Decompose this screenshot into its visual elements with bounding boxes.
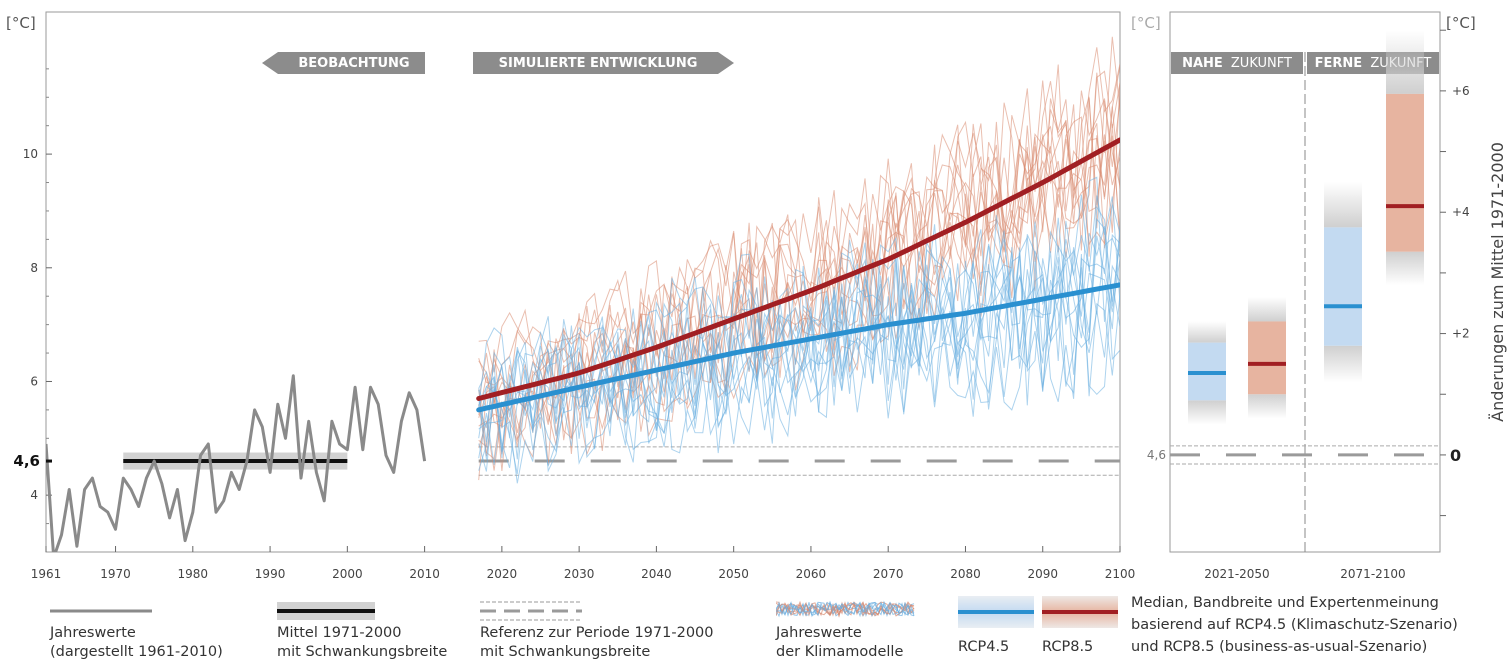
bandwidth-rcp45 — [1324, 227, 1362, 346]
expert-range-lower — [1386, 251, 1424, 286]
legend-models-2: der Klimamodelle — [776, 644, 904, 660]
x-tick-label: 2080 — [950, 567, 981, 581]
y-tick-label: 6 — [30, 374, 38, 388]
legend-reference-1: Referenz zur Periode 1971-2000 — [480, 625, 714, 641]
median-rcp45 — [476, 282, 1120, 413]
legend-observed-2: (dargestellt 1961-2010) — [50, 644, 223, 660]
main-unit-label: [°C] — [6, 14, 36, 32]
x-tick-label: 2070 — [873, 567, 904, 581]
legend-swatch-rcp85 — [1042, 596, 1118, 628]
median-rcp85 — [476, 137, 1120, 401]
model-line — [478, 218, 1120, 472]
legend-mean-2: mit Schwankungsbreite — [277, 644, 448, 660]
legend-rcp45-label: RCP4.5 — [958, 639, 1010, 655]
observed-series — [46, 374, 427, 552]
legend-mean-1: Mittel 1971-2000 — [277, 625, 402, 641]
legend-swatch-models — [776, 600, 915, 618]
expert-range-lower — [1188, 400, 1226, 425]
x-tick-label: 2000 — [332, 567, 363, 581]
model-line — [478, 66, 1120, 411]
main-plot-frame — [45, 11, 1121, 553]
legend-model-line — [776, 600, 915, 617]
median-curves — [476, 137, 1120, 413]
bandwidth-rcp85 — [1386, 93, 1424, 252]
expert-range-lower — [1248, 394, 1286, 419]
right-tick-label: +4 — [1452, 205, 1470, 219]
phase-observation-label: BEOBACHTUNG — [298, 56, 409, 71]
expert-range-lower — [1324, 345, 1362, 383]
x-axis: 1961 1970 1980 1990 2000 2010 2020 2030 2040 2050… — [31, 546, 1136, 581]
x-tick-label: 2100 — [1105, 567, 1136, 581]
legend-swatch-observed — [50, 609, 152, 613]
y-tick-label: 4 — [30, 488, 38, 502]
legend-swatch-reference — [480, 601, 582, 621]
reference-band — [478, 446, 1120, 476]
phase-simulation-label: SIMULIERTE ENTWICKLUNG — [499, 56, 698, 71]
legend-description-2: basierend auf RCP4.5 (Klimaschutz-Szenar… — [1131, 617, 1458, 633]
right-unit-label: [°C] — [1446, 14, 1476, 32]
y-tick-label: 8 — [30, 261, 38, 275]
model-line — [478, 244, 1120, 467]
right-y-axis-label: Änderungen zum Mittel 1971-2000 — [1488, 142, 1507, 422]
observed-line — [46, 374, 427, 552]
bandwidth-rcp85 — [1248, 321, 1286, 395]
model-line — [478, 204, 1120, 443]
right-tick-label: +2 — [1452, 327, 1470, 341]
expert-range-upper — [1324, 181, 1362, 228]
mean-1971-2000 — [123, 452, 348, 470]
reference-value-label: 4,6 — [13, 452, 40, 470]
model-line — [478, 194, 1120, 424]
header-near-bold: NAHE — [1182, 56, 1223, 71]
legend-models-1: Jahreswerte — [776, 625, 862, 641]
legend-swatch-mean — [277, 602, 375, 620]
model-annual-values — [478, 36, 1120, 484]
right-ref-value-label: 4,6 — [1147, 448, 1166, 462]
right-reference-band: 4,6 — [1147, 445, 1440, 465]
model-line — [478, 96, 1120, 422]
x-tick-label: 1990 — [255, 567, 286, 581]
header-near-light: ZUKUNFT — [1231, 56, 1292, 71]
legend-swatch-rcp45 — [958, 596, 1034, 628]
x-tick-label: 2050 — [718, 567, 749, 581]
y-axis-right: +2 +4 +6 0 — [1440, 29, 1470, 517]
x-tick-label: 2030 — [564, 567, 595, 581]
expert-range-upper — [1386, 30, 1424, 94]
x-tick-label: 1970 — [100, 567, 131, 581]
climate-chart: [°C] 4 6 8 10 1961 1970 1980 1990 2000 2010 2020 2… — [6, 11, 1507, 581]
x-tick-label: 1980 — [178, 567, 209, 581]
x-tick-label: 2010 — [409, 567, 440, 581]
expert-range-upper — [1188, 321, 1226, 343]
legend-description-3: und RCP8.5 (business-as-usual-Szenario) — [1131, 639, 1428, 655]
right-tick-label: +6 — [1452, 84, 1470, 98]
y-axis-left: 4 6 8 10 — [23, 68, 52, 525]
phase-observation-header: BEOBACHTUNG — [262, 52, 425, 74]
x-tick-label: 1961 — [31, 567, 62, 581]
expert-range-upper — [1248, 297, 1286, 322]
right-period-label-far: 2071-2100 — [1340, 567, 1405, 581]
legend-observed-1: Jahreswerte — [50, 625, 136, 641]
legend-description-1: Median, Bandbreite und Expertenmeinung — [1131, 595, 1439, 611]
model-line — [478, 255, 1120, 474]
y-tick-label: 10 — [23, 147, 38, 161]
x-tick-label: 2040 — [641, 567, 672, 581]
right-unit-left-label: [°C] — [1131, 14, 1161, 32]
right-zero-label: 0 — [1450, 446, 1461, 465]
right-scenario-bars — [1188, 30, 1424, 425]
reference-marker: 4,6 — [13, 452, 52, 470]
header-near-future: NAHE ZUKUNFT — [1171, 52, 1303, 74]
header-far-bold: FERNE — [1315, 56, 1363, 71]
model-line — [478, 36, 1120, 418]
svg-text:NAHE ZUKUNFT: NAHE ZUKUNFT — [1182, 56, 1292, 71]
phase-simulation-header: SIMULIERTE ENTWICKLUNG — [473, 52, 734, 74]
legend-model-line — [776, 600, 915, 618]
x-tick-label: 2090 — [1027, 567, 1058, 581]
x-tick-label: 2020 — [487, 567, 518, 581]
x-tick-label: 2060 — [796, 567, 827, 581]
legend-rcp85-label: RCP8.5 — [1042, 639, 1094, 655]
legend-reference-2: mit Schwankungsbreite — [480, 644, 651, 660]
right-period-label-near: 2021-2050 — [1204, 567, 1269, 581]
